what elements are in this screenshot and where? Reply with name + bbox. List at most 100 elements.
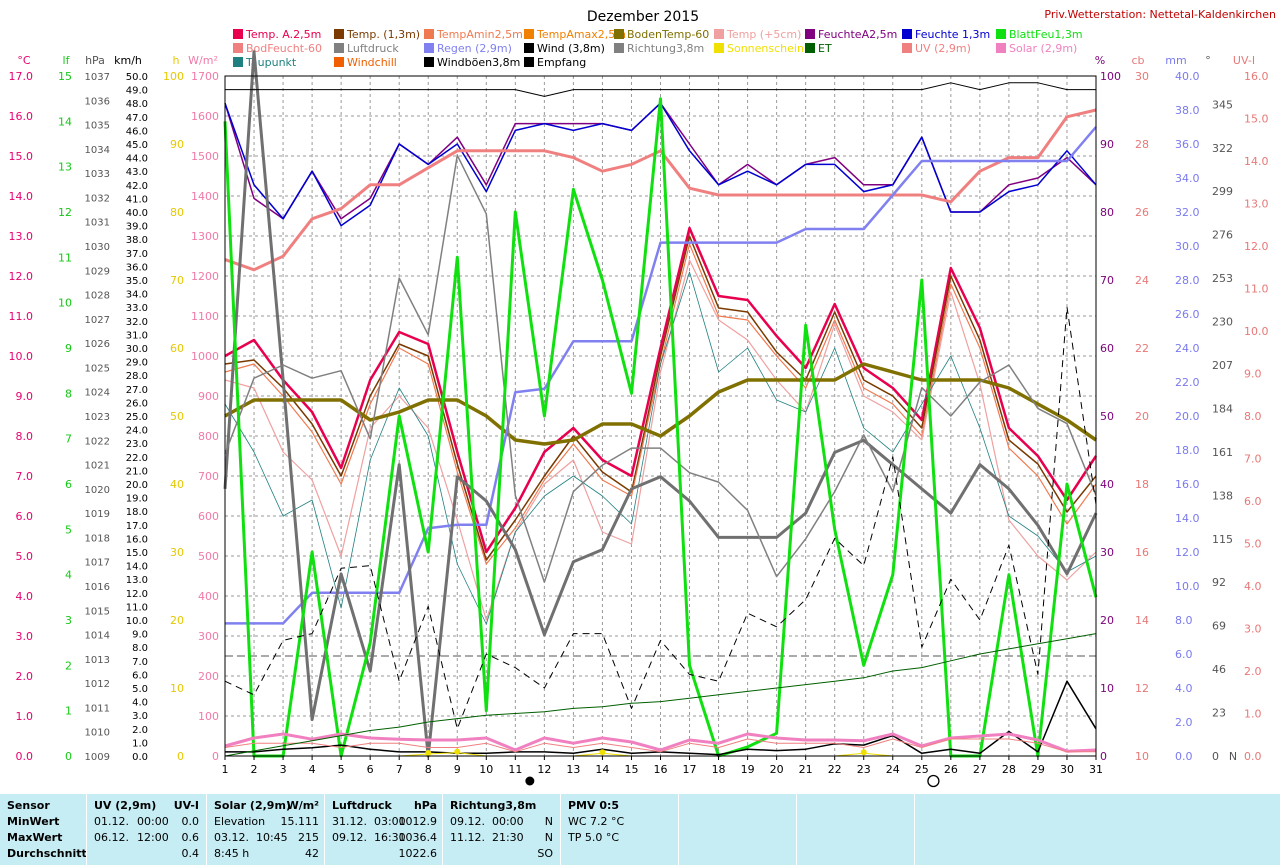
new-moon-icon — [525, 776, 535, 786]
stats-direction-header: Richtung3,8m — [450, 799, 537, 812]
legend-label: Temp. A.2,5m — [245, 28, 321, 41]
legend-label: TempAmin2,5m — [436, 28, 523, 41]
axis-wm2-tick: 600 — [198, 510, 219, 523]
legend-swatch — [714, 43, 724, 53]
axis-kmh-tick: 35.0 — [126, 276, 148, 287]
legend-swatch — [524, 43, 534, 53]
axis-wm2-tick: 100 — [198, 710, 219, 723]
axis-uvi-tick: 12.0 — [1244, 240, 1269, 253]
axis-kmh-tick: 25.0 — [126, 412, 148, 423]
legend-label: Regen (2,9m) — [437, 42, 512, 55]
legend-label: Feuchte 1,3m — [915, 28, 990, 41]
axis-hpa-tick: 1037 — [85, 72, 110, 83]
legend-label: BodFeucht-60 — [246, 42, 322, 55]
axis-uvi-tick: 7.0 — [1244, 453, 1262, 466]
legend-label: BlattFeu1,3m — [1009, 28, 1083, 41]
stats-direction-column: Richtung3,8m 09.12. 00:00 N 11.12. 21:30 N… — [442, 794, 561, 865]
weather-chart: Dezember 2015 Priv.Wetterstation: Nettet… — [9, 8, 1276, 788]
series-line-taupunkt — [224, 271, 1097, 625]
axis-lf-tick: 3 — [65, 614, 72, 627]
x-tick-label: 16 — [654, 763, 668, 776]
axis-wm2-tick: 200 — [198, 670, 219, 683]
station-label: Priv.Wetterstation: Nettetal-Kaldenkirch… — [1044, 8, 1276, 21]
stats-uv-max-value: 0.6 — [181, 831, 200, 844]
axis-kmh-tick: 48.0 — [126, 99, 148, 110]
axis-wm2-tick: 1500 — [191, 150, 219, 163]
axis-kmh-tick: 22.0 — [126, 453, 148, 464]
x-tick-label: 30 — [1060, 763, 1074, 776]
axis-mm-tick: 36.0 — [1175, 138, 1200, 151]
series-line-richtung3-8m — [224, 154, 1097, 583]
x-tick-label: 11 — [508, 763, 522, 776]
stats-solar-elevation-value: 15.111 — [280, 815, 320, 828]
axis-uvi-tick: 3.0 — [1244, 623, 1262, 636]
stats-pmv-header: PMV 0:5 — [568, 799, 620, 812]
legend-label: FeuchteA2,5m — [818, 28, 897, 41]
legend-label: TempAmax2,5m — [536, 28, 626, 41]
x-tick-label: 5 — [338, 763, 345, 776]
legend-label: Wind (3,8m) — [537, 42, 605, 55]
axis-wm2-tick: 1700 — [191, 70, 219, 83]
stats-uv-min-value: 0.0 — [181, 815, 200, 828]
axis-wm2-tick: 400 — [198, 590, 219, 603]
axis-kmh-tick: 32.0 — [126, 317, 148, 328]
axis-kmh-tick: 4.0 — [132, 698, 148, 709]
legend-swatch — [524, 29, 534, 39]
stats-pressure-min-date: 31.12. 03:00 — [332, 815, 406, 828]
axis-kmh-tick: 14.0 — [126, 562, 148, 573]
axis-temp-tick: 3.0 — [16, 630, 34, 643]
stats-pressure-max-value: 1036.4 — [398, 831, 438, 844]
axis-uvi-tick: 15.0 — [1244, 113, 1269, 126]
axis-hpa-tick: 1031 — [85, 218, 110, 229]
axis-hpa-tick: 1012 — [85, 679, 110, 690]
axis-kmh-tick: 3.0 — [132, 711, 148, 722]
legend-label: Temp. (1,3m) — [346, 28, 420, 41]
stats-uv-min-date: 01.12. — [94, 815, 129, 828]
axis-deg-tick: 69 — [1212, 620, 1226, 633]
axis-kmh-tick: 33.0 — [126, 303, 148, 314]
axis-temp-tick: 14.0 — [9, 190, 34, 203]
axis-kmh-tick: 12.0 — [126, 589, 148, 600]
legend-label: Solar (2,9m) — [1009, 42, 1077, 55]
stats-solar-header: Solar (2,9m) — [214, 799, 291, 812]
stats-sensor-header: Sensor — [7, 799, 50, 812]
axis-kmh-tick: 10.0 — [126, 616, 148, 627]
axis-temp-tick: 6.0 — [16, 510, 34, 523]
stats-row-avg: Durchschnitt — [7, 847, 87, 860]
axis-mm-tick: 12.0 — [1175, 546, 1200, 559]
axis-unit-mm: mm — [1165, 54, 1186, 67]
legend-label: Sonnenschein — [727, 42, 804, 55]
x-tick-label: 7 — [396, 763, 403, 776]
axis-hpa-tick: 1009 — [85, 752, 110, 763]
axis-hpa-tick: 1010 — [85, 728, 110, 739]
axis-kmh-tick: 49.0 — [126, 86, 148, 97]
x-tick-label: 14 — [595, 763, 609, 776]
x-tick-label: 15 — [624, 763, 638, 776]
sunshine-point — [454, 748, 461, 755]
axis-hpa-tick: 1013 — [85, 655, 110, 666]
axis-deg-tick: 207 — [1212, 359, 1233, 372]
stats-direction-min-date: 09.12. 00:00 — [450, 815, 524, 828]
axis-kmh-tick: 9.0 — [132, 630, 148, 641]
axis-mm-tick: 8.0 — [1175, 614, 1193, 627]
x-tick-label: 21 — [799, 763, 813, 776]
axis-lf-tick: 15 — [58, 70, 72, 83]
axis-kmh-tick: 8.0 — [132, 643, 148, 654]
axis-kmh-tick: 6.0 — [132, 670, 148, 681]
stats-pressure-unit: hPa — [413, 799, 437, 812]
axis-temp-tick: 13.0 — [9, 230, 34, 243]
axis-wm2-tick: 1000 — [191, 350, 219, 363]
stats-solar-elevation-label: Elevation — [214, 815, 266, 828]
stats-direction-min-value: N — [544, 815, 553, 828]
stats-uv-min-time: 00:00 — [137, 815, 169, 828]
stats-empty-column-1 — [678, 794, 797, 865]
axis-wm2-tick: 1400 — [191, 190, 219, 203]
stats-solar-duration: 8:45 h — [214, 847, 250, 860]
stats-sensor-column: Sensor MinWert MaxWert Durchschnitt — [0, 794, 87, 865]
axis-unit-cb: cb — [1131, 54, 1144, 67]
axis-mm-tick: 16.0 — [1175, 478, 1200, 491]
stats-uv-max-date: 06.12. — [94, 831, 129, 844]
axis-kmh-tick: 15.0 — [126, 548, 148, 559]
axis-hpa-tick: 1024 — [85, 388, 110, 399]
axis-temp-tick: 17.0 — [9, 70, 34, 83]
